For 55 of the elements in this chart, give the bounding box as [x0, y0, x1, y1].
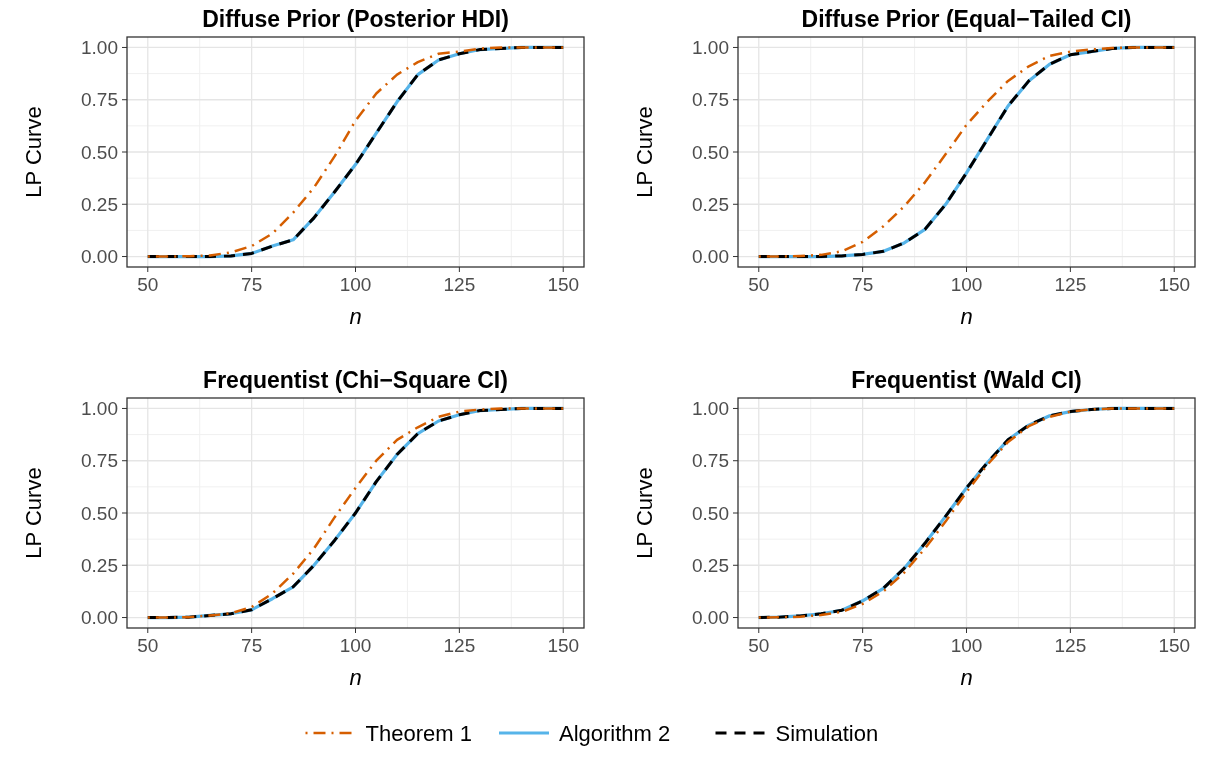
x-tick-label: 75	[852, 635, 874, 656]
x-tick-label: 50	[748, 274, 770, 295]
x-axis-title: n	[349, 304, 362, 329]
y-tick-label: 0.50	[81, 141, 118, 163]
y-axis-title: LP Curve	[21, 106, 46, 198]
x-tick-label: 150	[1158, 635, 1191, 656]
x-axis-title: n	[349, 665, 362, 690]
y-tick-label: 0.75	[81, 450, 118, 472]
y-axis-title: LP Curve	[632, 106, 657, 198]
x-tick-label: 125	[1054, 635, 1087, 656]
chart-title: Diffuse Prior (Posterior HDI)	[202, 6, 509, 32]
y-tick-label: 0.25	[81, 554, 118, 576]
y-tick-label: 0.00	[692, 607, 729, 629]
x-tick-label: 150	[547, 274, 580, 295]
chart-title: Frequentist (Wald CI)	[851, 367, 1082, 393]
x-tick-label: 100	[950, 274, 983, 295]
legend-label: Simulation	[775, 720, 879, 746]
y-tick-label: 0.00	[81, 607, 118, 629]
y-tick-label: 0.00	[692, 246, 729, 268]
y-axis-title: LP Curve	[632, 467, 657, 559]
x-tick-label: 50	[137, 635, 159, 656]
x-tick-label: 50	[137, 274, 159, 295]
y-tick-label: 0.00	[81, 246, 118, 268]
y-tick-label: 0.75	[692, 450, 729, 472]
x-tick-label: 125	[443, 274, 476, 295]
x-tick-label: 125	[443, 635, 476, 656]
y-tick-label: 0.50	[81, 502, 118, 524]
x-tick-label: 100	[339, 274, 372, 295]
x-tick-label: 100	[950, 635, 983, 656]
y-tick-label: 0.25	[692, 193, 729, 215]
x-tick-label: 75	[241, 635, 263, 656]
y-tick-label: 1.00	[692, 398, 729, 420]
x-tick-label: 125	[1054, 274, 1087, 295]
y-tick-label: 0.75	[81, 89, 118, 111]
x-tick-label: 150	[1158, 274, 1191, 295]
y-tick-label: 1.00	[81, 398, 118, 420]
legend-label: Algorithm 2	[559, 720, 671, 746]
x-tick-label: 150	[547, 635, 580, 656]
x-tick-label: 100	[339, 635, 372, 656]
x-tick-label: 75	[241, 274, 263, 295]
y-tick-label: 0.25	[692, 554, 729, 576]
y-tick-label: 0.25	[81, 193, 118, 215]
y-axis-title: LP Curve	[21, 467, 46, 559]
y-tick-label: 0.50	[692, 141, 729, 163]
y-tick-label: 1.00	[692, 37, 729, 59]
x-axis-title: n	[960, 304, 973, 329]
y-tick-label: 1.00	[81, 37, 118, 59]
x-axis-title: n	[960, 665, 973, 690]
y-tick-label: 0.50	[692, 502, 729, 524]
x-tick-label: 50	[748, 635, 770, 656]
y-tick-label: 0.75	[692, 89, 729, 111]
legend-label: Theorem 1	[365, 720, 472, 746]
chart-title: Frequentist (Chi−Square CI)	[203, 367, 508, 393]
chart-title: Diffuse Prior (Equal−Tailed CI)	[801, 6, 1132, 32]
x-tick-label: 75	[852, 274, 874, 295]
